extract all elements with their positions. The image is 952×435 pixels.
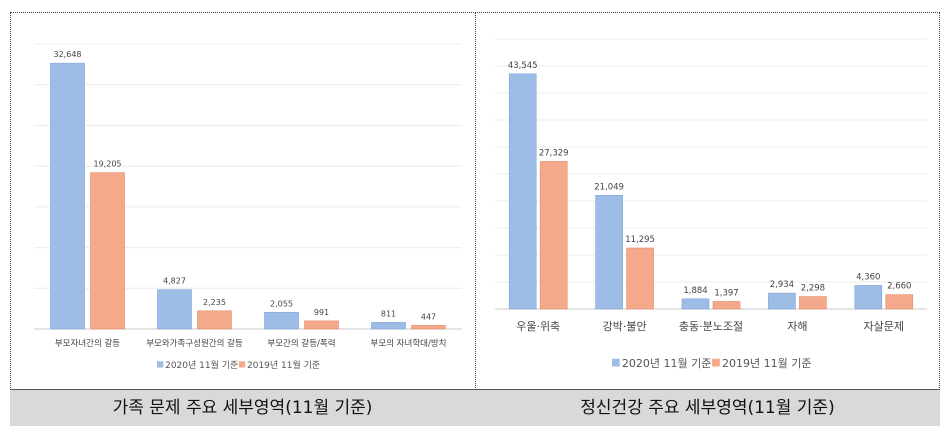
category-label: 우울·위축 bbox=[516, 320, 560, 333]
data-label: 4,827 bbox=[163, 277, 186, 286]
legend-label: 2019년 11월 기준 bbox=[722, 357, 811, 370]
bar bbox=[799, 296, 827, 310]
category-label: 부모간의 갈등/폭력 bbox=[267, 338, 335, 349]
panel-divider bbox=[475, 12, 476, 426]
bar bbox=[264, 311, 299, 330]
bar bbox=[854, 285, 883, 310]
data-label: 32,648 bbox=[54, 50, 82, 59]
bar bbox=[304, 320, 339, 330]
category-label: 충동·분노조절 bbox=[679, 320, 743, 333]
legend-swatch bbox=[612, 358, 620, 367]
legend-swatch bbox=[712, 358, 720, 367]
data-label: 1,884 bbox=[683, 286, 707, 296]
data-label: 447 bbox=[421, 312, 436, 321]
mental-health-chart: 43,545 27,329 우울·위축 21,049 11,295 강박·불안 1,884 1… bbox=[495, 38, 927, 370]
bar bbox=[712, 301, 741, 310]
bar bbox=[508, 73, 537, 310]
legend-swatch bbox=[157, 361, 164, 368]
caption-row: 가족 문제 주요 세부영역(11월 기준) 정신건강 주요 세부영역(11월 기… bbox=[10, 389, 940, 426]
family-problem-caption: 가족 문제 주요 세부영역(11월 기준) bbox=[112, 398, 373, 418]
bar bbox=[885, 294, 914, 310]
data-label: 21,049 bbox=[594, 182, 624, 192]
bar bbox=[157, 289, 192, 330]
data-label: 2,298 bbox=[801, 284, 825, 294]
bar bbox=[768, 292, 796, 310]
category-label: 강박·불안 bbox=[603, 320, 647, 333]
legend-label: 2020년 11월 기준 bbox=[622, 357, 711, 370]
category-label: 부모의 자녀학대/방치 bbox=[371, 338, 447, 349]
family-problem-chart: 32,648 19,205 부모자녀간의 갈등 4,827 2,235 부모와가족구성원간… bbox=[34, 43, 462, 371]
category-label: 자살문제 bbox=[864, 320, 904, 333]
category-label: 부모와가족구성원간의 갈등 bbox=[146, 338, 243, 349]
bar bbox=[50, 62, 85, 330]
data-label: 2,055 bbox=[270, 299, 293, 308]
bar bbox=[595, 195, 623, 310]
data-label: 991 bbox=[314, 308, 329, 317]
bar bbox=[626, 247, 654, 310]
data-label: 811 bbox=[381, 309, 396, 318]
data-label: 2,934 bbox=[770, 280, 794, 290]
data-label: 11,295 bbox=[625, 235, 655, 245]
data-label: 2,235 bbox=[203, 298, 226, 307]
bar bbox=[411, 325, 446, 330]
data-label: 27,329 bbox=[539, 148, 569, 158]
data-label: 1,397 bbox=[714, 288, 738, 298]
data-label: 19,205 bbox=[94, 160, 122, 169]
data-label: 43,545 bbox=[508, 61, 538, 71]
bar bbox=[681, 298, 710, 310]
legend-swatch bbox=[238, 361, 246, 368]
category-label: 부모자녀간의 갈등 bbox=[55, 338, 120, 349]
bar bbox=[539, 161, 568, 310]
bar bbox=[371, 322, 406, 330]
legend-label: 2020년 11월 기준 bbox=[165, 359, 238, 371]
category-label: 자해 bbox=[787, 319, 807, 333]
bar bbox=[90, 172, 125, 330]
bar bbox=[197, 310, 232, 330]
data-label: 4,360 bbox=[856, 272, 880, 282]
data-label: 2,660 bbox=[887, 282, 911, 292]
mental-health-caption: 정신건강 주요 세부영역(11월 기준) bbox=[580, 398, 835, 418]
legend-label: 2019년 11월 기준 bbox=[247, 359, 320, 371]
